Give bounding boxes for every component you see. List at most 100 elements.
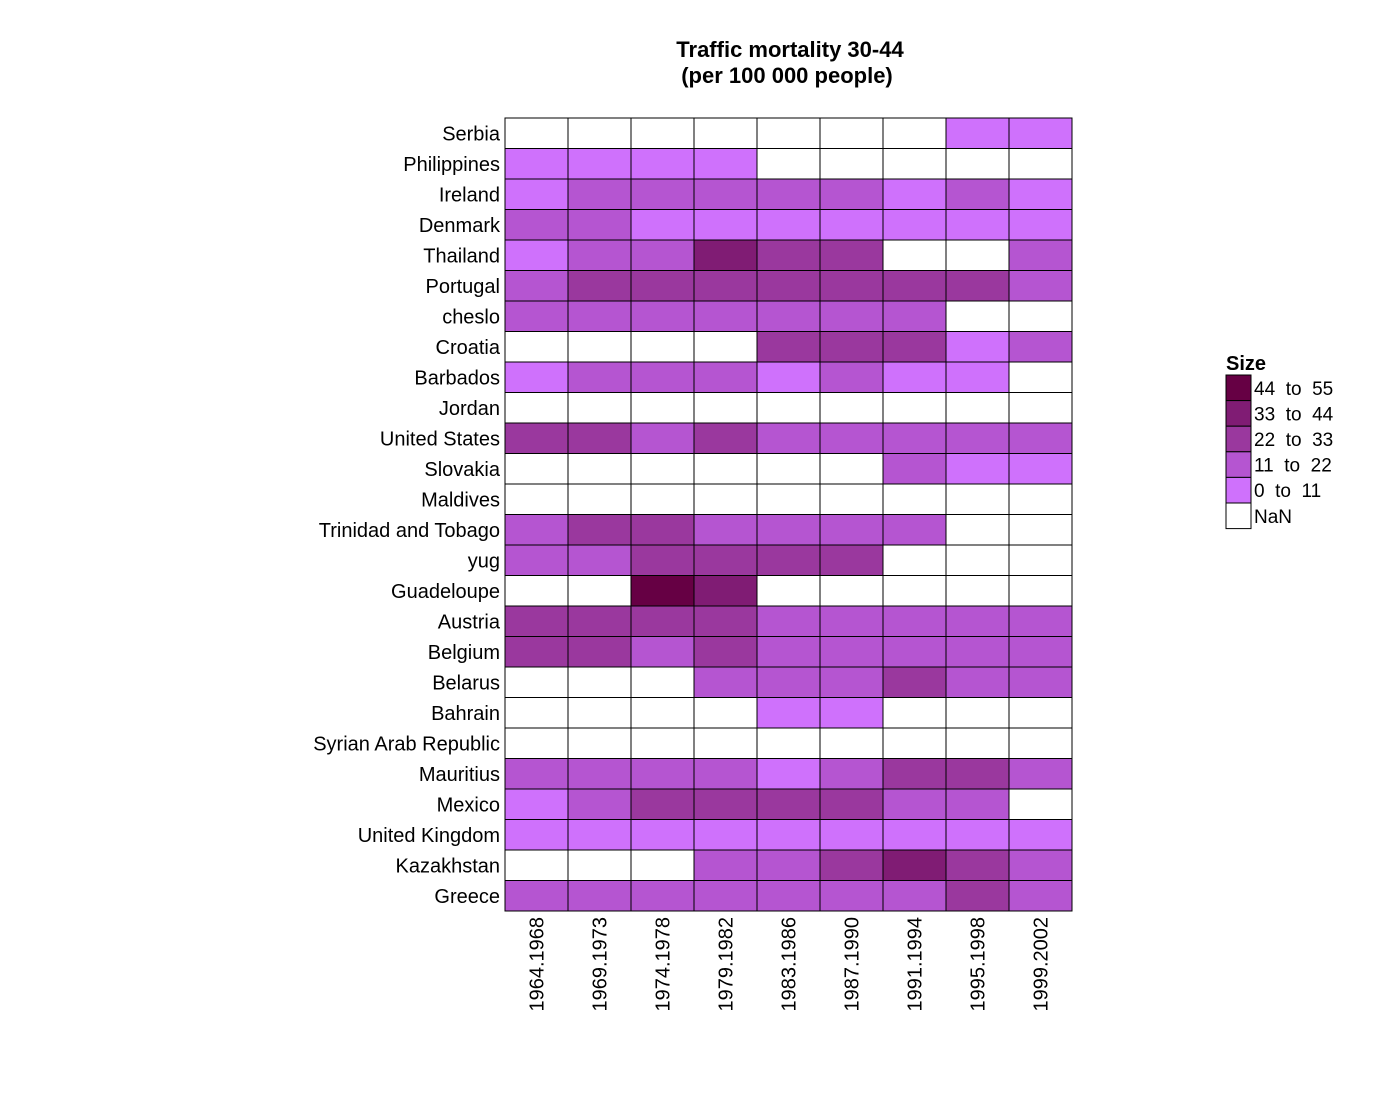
heatmap-cell [756,178,821,210]
heatmap-cell [819,758,884,790]
heatmap-cell [756,270,821,302]
heatmap-cell [630,331,695,363]
heatmap-cell [693,300,758,332]
heatmap-cell [756,575,821,607]
heatmap-cell [693,514,758,546]
heatmap-cell [882,422,947,454]
heatmap-cell [882,209,947,241]
heatmap-cell [630,544,695,576]
heatmap-cell [504,178,569,210]
heatmap-cell [1008,209,1073,241]
heatmap-cell [630,483,695,515]
heatmap-cell [630,727,695,759]
heatmap-cell [756,117,821,149]
legend-label: 33 to 44 [1254,404,1334,425]
heatmap-cell [693,849,758,881]
row-label: Thailand [423,245,500,267]
heatmap-cell [567,758,632,790]
heatmap-cell [1008,422,1073,454]
heatmap-cell [945,422,1010,454]
heatmap-cell [819,849,884,881]
heatmap-cell [630,392,695,424]
row-label: Austria [438,611,501,633]
column-label: 1974.1978 [653,917,675,1012]
heatmap-cell [1008,697,1073,729]
heatmap-cell [1008,361,1073,393]
row-label: Mexico [437,794,500,816]
heatmap-cell [882,117,947,149]
heatmap-cell [630,697,695,729]
heatmap-cell [882,758,947,790]
heatmap-cell [756,331,821,363]
legend-swatch [1225,374,1252,402]
heatmap-cell [945,178,1010,210]
heatmap-cell [630,422,695,454]
heatmap-cell [630,788,695,820]
row-label: cheslo [442,306,500,328]
heatmap-cell [1008,575,1073,607]
heatmap-cell [756,819,821,851]
heatmap-cell [945,514,1010,546]
heatmap-cell [945,727,1010,759]
heatmap-cell [882,544,947,576]
heatmap-cell [882,148,947,180]
heatmap-cell [945,148,1010,180]
row-label: Trinidad and Tobago [319,520,500,542]
heatmap-cell [504,605,569,637]
heatmap-cell [567,392,632,424]
heatmap-cell [567,239,632,271]
heatmap-cell [630,178,695,210]
heatmap-cell [1008,300,1073,332]
heatmap-cell [945,300,1010,332]
heatmap-cell [630,605,695,637]
heatmap-cell [756,300,821,332]
heatmap-cell [1008,788,1073,820]
heatmap-cell [504,575,569,607]
heatmap-cell [882,636,947,668]
heatmap-cell [819,361,884,393]
heatmap-cell [945,453,1010,485]
row-label: yug [468,550,500,572]
heatmap-cell [1008,514,1073,546]
heatmap-cell [882,727,947,759]
heatmap-cell [945,788,1010,820]
heatmap-cell [567,453,632,485]
heatmap-cell [756,361,821,393]
heatmap-cell [693,880,758,912]
heatmap-cell [567,178,632,210]
row-labels: Serbia Philippines Ireland Denmark Thailand P… [313,123,501,908]
heatmap-cell [693,544,758,576]
heatmap-cell [567,361,632,393]
row-label: United States [380,428,500,450]
heatmap-cell [819,514,884,546]
heatmap-cell [630,239,695,271]
legend-label: 11 to 22 [1254,456,1332,477]
heatmap-cell [882,392,947,424]
heatmap-cell [1008,727,1073,759]
heatmap-cell [567,117,632,149]
heatmap-cell [819,880,884,912]
heatmap-cell [819,636,884,668]
heatmap-cell [693,209,758,241]
heatmap-cell [1008,849,1073,881]
column-label: 1964.1968 [527,917,549,1012]
heatmap-cell [567,575,632,607]
heatmap-cell [504,788,569,820]
heatmap-cell [945,636,1010,668]
heatmap-cell [819,178,884,210]
heatmap-cell [945,239,1010,271]
heatmap-cell [630,361,695,393]
heatmap-cell [945,605,1010,637]
legend-swatch [1225,476,1252,504]
heatmap-cell [693,239,758,271]
heatmap-cell [693,758,758,790]
heatmap-cell [882,575,947,607]
heatmap-cell [693,422,758,454]
heatmap-cell [882,880,947,912]
heatmap-cell [945,544,1010,576]
heatmap-cell [567,514,632,546]
heatmap-cell [504,819,569,851]
heatmap-cell [630,575,695,607]
heatmap-cell [819,575,884,607]
heatmap-cell [630,270,695,302]
